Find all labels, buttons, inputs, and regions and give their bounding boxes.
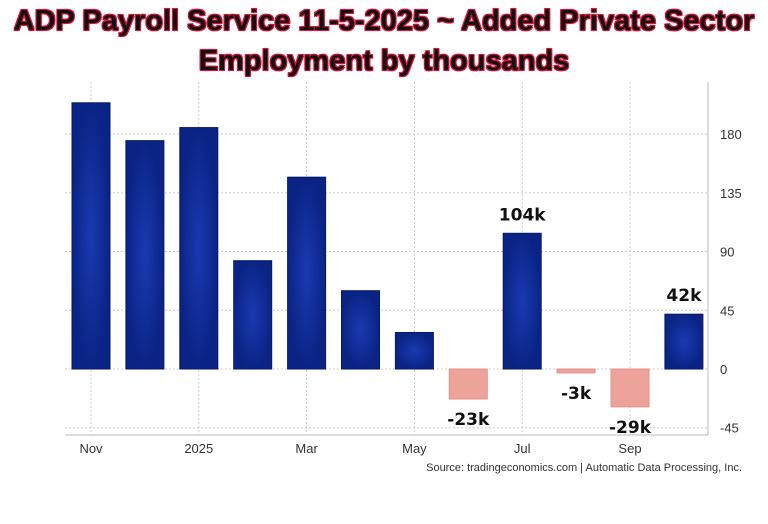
x-tick-label: Jul (514, 441, 531, 456)
chart-title-line1-text: ADP Payroll Service 11-5-2025 ~ Added Pr… (13, 5, 755, 37)
bar-oct (664, 313, 704, 370)
bar-jul (502, 232, 542, 370)
bar-apr (341, 290, 380, 370)
y-tick-label: 135 (720, 186, 742, 201)
bar-2025 (179, 127, 219, 370)
bar-jun (448, 368, 488, 400)
source-note: Source: tradingeconomics.com | Automatic… (426, 462, 742, 474)
bar-mar (287, 176, 327, 370)
bar-sep (610, 368, 650, 408)
y-tick-label: 90 (720, 245, 734, 260)
data-label: -3k (561, 384, 592, 404)
x-tick-label: Sep (618, 441, 641, 456)
bar-dec (125, 140, 165, 370)
x-tick-label: May (402, 441, 427, 456)
chart-title-line1: ADP Payroll Service 11-5-2025 ~ Added Pr… (0, 4, 768, 38)
data-label: -23k (447, 410, 490, 430)
chart-title-line2-text: Employment by thousands (198, 45, 570, 77)
x-tick-label: Mar (295, 441, 318, 456)
x-tick-label: 2025 (184, 441, 213, 456)
data-label: -29k (609, 418, 652, 438)
y-tick-label: -45 (720, 421, 739, 436)
bar-may (394, 331, 434, 370)
chart-title-line2: Employment by thousands (0, 44, 768, 78)
x-tick-label: Nov (79, 441, 103, 456)
y-tick-label: 0 (720, 362, 727, 377)
data-label: 104k (499, 205, 546, 225)
y-tick-label: 45 (720, 303, 734, 318)
bar-nov (71, 102, 111, 370)
bar-feb (233, 260, 273, 370)
bar-aug (556, 368, 596, 374)
data-label: 42k (666, 286, 702, 306)
y-tick-label: 180 (720, 127, 742, 142)
